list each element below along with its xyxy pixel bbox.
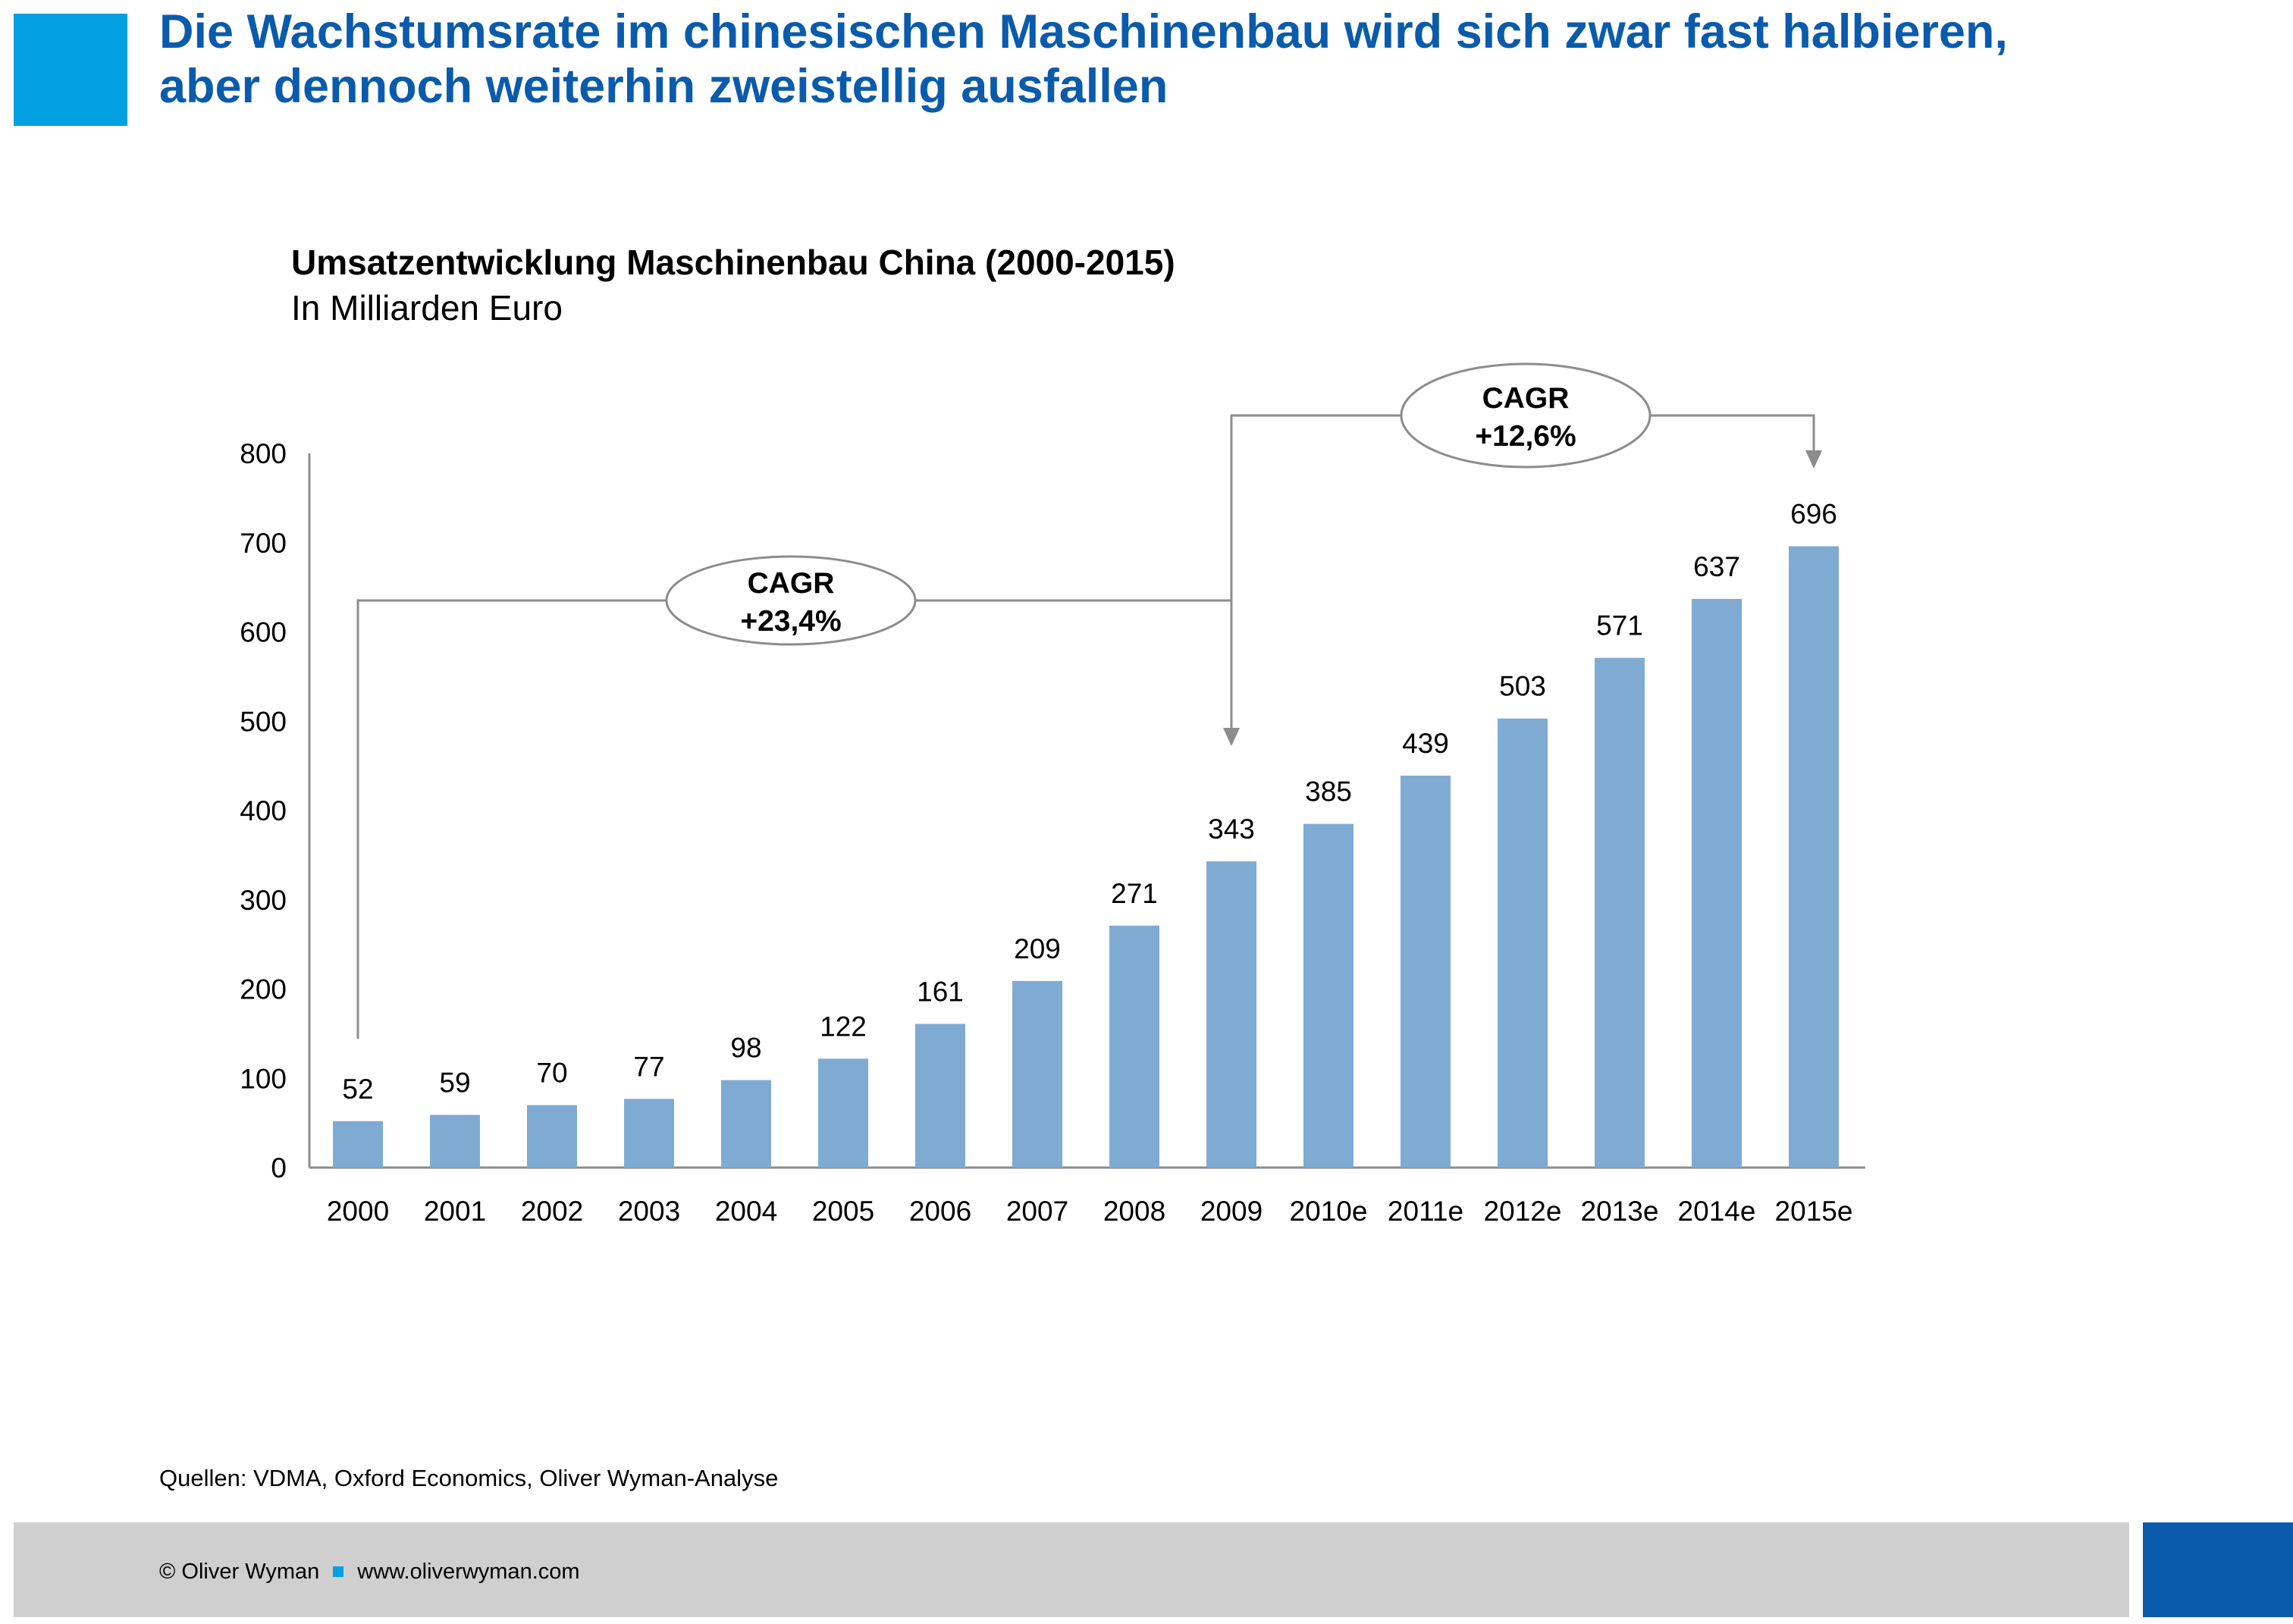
annotation-label-line-2: +12,6%	[1475, 420, 1576, 453]
y-tick-label: 700	[240, 528, 287, 559]
cagr-annotation-2: CAGR +12,6%	[1230, 362, 1815, 600]
annotation-bracket	[356, 599, 1233, 1039]
x-tick-label-2015e: 2015e	[1775, 1196, 1853, 1227]
bar-2015e	[1789, 546, 1839, 1168]
y-tick-label: 200	[240, 974, 287, 1005]
bar-2013e	[1595, 657, 1645, 1168]
data-label-2001: 59	[439, 1068, 470, 1099]
y-tick-label: 300	[240, 885, 287, 916]
bar-2006	[915, 1024, 965, 1168]
footer-copyright: © Oliver Wyman	[159, 1560, 320, 1584]
footer-website-link[interactable]: www.oliverwyman.com	[357, 1560, 580, 1584]
y-tick-label: 100	[240, 1063, 287, 1094]
slide-title-line-1: Die Wachstumsrate im chinesischen Maschi…	[159, 5, 2008, 58]
slide-title-line-2: aber dennoch weiterhin zweistellig ausfa…	[159, 60, 1168, 113]
cagr-annotations: CAGR +23,4% CAGR +12,6%	[356, 362, 1822, 1039]
x-tick-label-2005: 2005	[812, 1196, 874, 1227]
chart-subtitle: In Milliarden Euro	[291, 288, 563, 328]
x-tick-label-2006: 2006	[909, 1196, 971, 1227]
chart-data-labels: 52 59 70 77 98 122 161 209 271 343 385 439 503 571 637…	[342, 498, 1837, 1104]
x-tick-label-2004: 2004	[715, 1196, 777, 1227]
y-tick-label: 500	[240, 706, 287, 737]
annotation-label-line-1: CAGR	[748, 567, 835, 600]
bar-2000	[333, 1121, 383, 1168]
data-label-2005: 122	[820, 1011, 867, 1042]
bar-2007	[1012, 980, 1062, 1168]
data-label-2000: 52	[342, 1074, 373, 1105]
cagr-annotation-1: CAGR +23,4%	[356, 555, 1233, 1039]
annotation-label-line-2: +23,4%	[740, 605, 841, 638]
x-tick-label-2003: 2003	[618, 1196, 680, 1227]
data-label-2015e: 696	[1790, 498, 1837, 529]
footer-content: © Oliver Wyman www.oliverwyman.com	[159, 1559, 580, 1585]
bar-2004	[721, 1080, 771, 1168]
data-label-2003: 77	[633, 1051, 664, 1082]
slide-title: Die Wachstumsrate im chinesischen Maschi…	[159, 5, 2267, 114]
data-label-2004: 98	[730, 1033, 761, 1064]
data-label-2007: 209	[1014, 933, 1061, 964]
data-label-2013e: 571	[1596, 610, 1643, 641]
data-label-2009: 343	[1208, 814, 1255, 845]
data-label-2011e: 439	[1402, 728, 1449, 759]
bar-2010e	[1303, 823, 1354, 1168]
data-label-2012e: 503	[1499, 671, 1546, 702]
annotation-ellipse	[1400, 362, 1652, 469]
x-tick-label-2008: 2008	[1103, 1196, 1165, 1227]
x-tick-label-2007: 2007	[1006, 1196, 1068, 1227]
x-tick-label-2014e: 2014e	[1678, 1196, 1756, 1227]
y-tick-label: 600	[240, 617, 287, 648]
chart-axes: 0 100 200 300 400 500 600 700 800 2000 2001 2002 200…	[240, 438, 1865, 1227]
bar-2008	[1109, 925, 1159, 1168]
source-note: Quellen: VDMA, Oxford Economics, Oliver …	[159, 1465, 779, 1491]
bar-2012e	[1498, 718, 1548, 1168]
x-tick-label-2013e: 2013e	[1581, 1196, 1659, 1227]
data-label-2010e: 385	[1305, 776, 1352, 807]
annotation-ellipse	[665, 555, 917, 646]
annotation-arrowhead	[1805, 450, 1822, 469]
bar-2001	[430, 1115, 480, 1168]
footer-separator-square	[333, 1566, 344, 1577]
bar-2009	[1206, 861, 1256, 1168]
bar-2002	[527, 1105, 577, 1168]
bar-2005	[818, 1058, 868, 1168]
data-label-2014e: 637	[1693, 551, 1740, 582]
x-tick-label-2012e: 2012e	[1484, 1196, 1562, 1227]
x-tick-label-2002: 2002	[521, 1196, 583, 1227]
x-tick-label-2000: 2000	[327, 1196, 389, 1227]
y-tick-label: 400	[240, 795, 287, 826]
x-tick-label-2009: 2009	[1200, 1196, 1263, 1227]
chart-title: Umsatzentwicklung Maschinenbau China (20…	[291, 243, 1175, 282]
data-label-2002: 70	[536, 1058, 567, 1089]
y-tick-label: 800	[240, 438, 287, 469]
x-tick-label-2010e: 2010e	[1290, 1196, 1368, 1227]
x-tick-label-2001: 2001	[424, 1196, 486, 1227]
y-tick-label: 0	[271, 1152, 287, 1184]
footer-brand-block	[2143, 1522, 2293, 1617]
bar-2014e	[1692, 598, 1742, 1168]
corner-accent-square	[14, 14, 127, 126]
chart-bars	[333, 546, 1839, 1168]
annotation-arrowhead	[1223, 728, 1240, 746]
annotation-label-line-1: CAGR	[1482, 382, 1570, 415]
data-label-2008: 271	[1111, 878, 1158, 909]
bar-2003	[624, 1099, 674, 1168]
data-label-2006: 161	[917, 976, 964, 1007]
x-tick-label-2011e: 2011e	[1388, 1196, 1463, 1227]
footer-bar: © Oliver Wyman www.oliverwyman.com	[14, 1522, 2129, 1617]
bar-2011e	[1401, 776, 1451, 1168]
